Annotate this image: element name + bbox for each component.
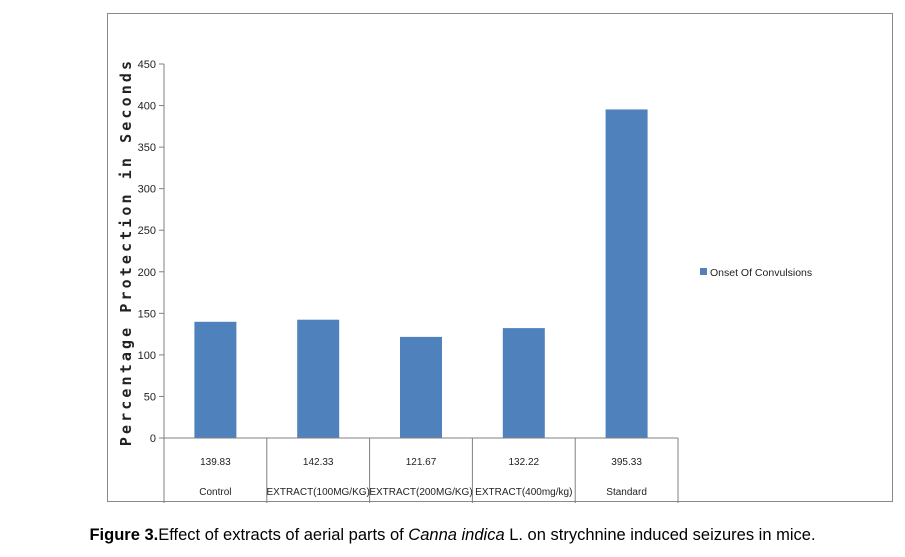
x-tick-label: EXTRACT(100MG/KG) — [267, 487, 370, 498]
data-label: 142.33 — [303, 457, 334, 468]
bar — [400, 336, 442, 438]
y-tick-label: 50 — [144, 391, 156, 403]
y-tick-label: 350 — [138, 142, 156, 154]
y-tick-label: 400 — [138, 101, 156, 113]
y-tick-label: 300 — [138, 184, 156, 196]
legend-marker — [700, 268, 707, 275]
y-tick-label: 450 — [138, 59, 156, 71]
caption-species: Canna indica — [408, 526, 505, 544]
caption-label: Figure 3. — [89, 526, 159, 544]
data-label: 121.67 — [406, 457, 437, 468]
x-tick-label: Standard — [606, 487, 647, 498]
data-label: 139.83 — [200, 457, 231, 468]
bar — [605, 109, 648, 439]
x-tick-label: Control — [199, 487, 231, 498]
y-tick-label: 100 — [138, 350, 156, 362]
bar — [502, 328, 545, 438]
legend-label: Onset Of Convulsions — [710, 267, 812, 279]
bar — [297, 319, 340, 438]
chart-frame: 0 50 100 150 200 250 300 350 400 450 Percentage Pr… — [107, 13, 893, 503]
caption-text-after: L. on strychnine induced seizures in mic… — [504, 526, 816, 544]
figure-caption: Figure 3.Effect of extracts of aerial pa… — [0, 526, 905, 545]
y-tick-label: 200 — [138, 267, 156, 279]
bar — [194, 321, 237, 438]
y-axis-title: Percentage Protection in Seconds — [117, 58, 135, 446]
y-tick-label: 0 — [150, 433, 156, 445]
data-label: 132.22 — [509, 457, 540, 468]
x-tick-label: EXTRACT(200MG/KG) — [369, 487, 472, 498]
data-label: 395.33 — [611, 457, 642, 468]
x-tick-label: EXTRACT(400mg/kg) — [475, 487, 572, 498]
y-tick-label: 150 — [138, 308, 156, 320]
y-tick-label: 250 — [138, 225, 156, 237]
caption-text-before: Effect of extracts of aerial parts of — [158, 526, 409, 544]
